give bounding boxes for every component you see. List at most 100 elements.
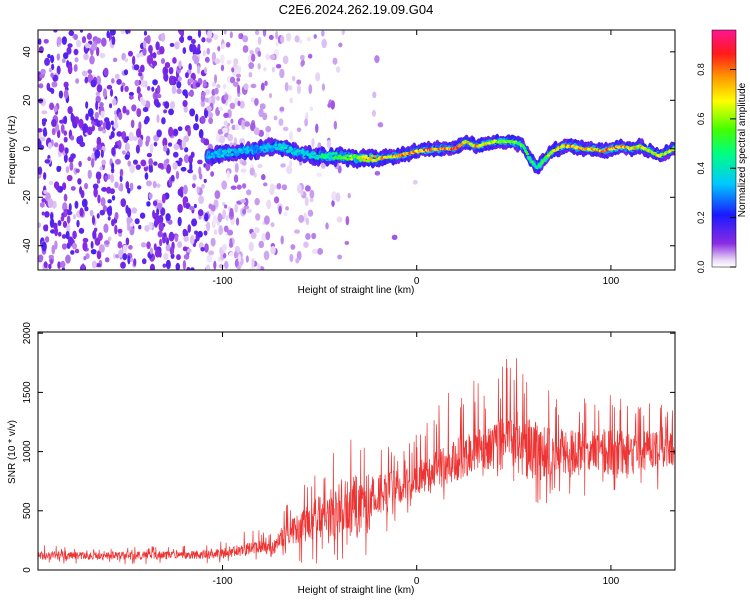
- noise-speckle: [112, 57, 118, 63]
- noise-speckle: [82, 123, 89, 134]
- noise-speckle: [104, 175, 108, 181]
- noise-speckle: [223, 260, 229, 270]
- noise-speckle: [47, 142, 52, 150]
- noise-speckle: [182, 99, 188, 108]
- noise-speckle: [258, 129, 265, 137]
- noise-speckle: [187, 169, 194, 174]
- ridge-core: [255, 147, 260, 151]
- noise-speckle: [174, 41, 180, 50]
- noise-speckle: [311, 248, 318, 255]
- noise-speckle: [345, 215, 350, 226]
- noise-speckle: [85, 101, 89, 109]
- noise-speckle: [210, 237, 216, 247]
- noise-speckle: [60, 260, 66, 268]
- noise-speckle: [65, 254, 71, 264]
- noise-speckle: [229, 238, 233, 245]
- noise-speckle: [124, 85, 129, 93]
- noise-speckle: [259, 266, 265, 270]
- noise-speckle: [159, 238, 163, 247]
- noise-speckle: [205, 162, 211, 172]
- noise-speckle: [194, 113, 199, 123]
- noise-speckle: [100, 197, 106, 207]
- spectrogram-xtick-label: 100: [603, 276, 620, 287]
- ridge-core: [252, 150, 257, 154]
- noise-speckle: [111, 162, 115, 170]
- noise-speckle: [87, 108, 94, 118]
- ridge-core: [220, 154, 225, 158]
- noise-speckle: [335, 66, 341, 73]
- noise-speckle: [86, 32, 92, 40]
- noise-speckle: [204, 110, 208, 119]
- noise-speckle: [290, 244, 296, 250]
- noise-speckle: [65, 230, 70, 240]
- noise-speckle: [170, 174, 175, 182]
- noise-speckle: [48, 181, 54, 186]
- noise-speckle: [189, 108, 196, 117]
- noise-speckle: [281, 184, 288, 191]
- ridge-core: [230, 153, 234, 156]
- noise-speckle: [280, 35, 285, 44]
- ridge-core: [223, 151, 228, 155]
- noise-speckle: [137, 137, 143, 148]
- noise-speckle: [102, 204, 107, 212]
- noise-speckle: [191, 183, 196, 189]
- noise-speckle: [197, 209, 204, 217]
- noise-speckle: [162, 236, 166, 244]
- noise-speckle: [296, 84, 302, 95]
- noise-speckle: [148, 158, 154, 166]
- noise-speckle: [38, 83, 44, 89]
- noise-speckle: [279, 106, 285, 112]
- noise-speckle: [43, 224, 48, 232]
- noise-speckle: [242, 45, 249, 53]
- noise-speckle: [184, 92, 189, 99]
- noise-speckle: [217, 212, 223, 223]
- noise-speckle: [48, 263, 52, 270]
- noise-speckle: [212, 215, 217, 225]
- noise-speckle: [275, 63, 282, 69]
- noise-speckle: [102, 88, 107, 98]
- noise-speckle: [70, 135, 75, 141]
- noise-speckle: [102, 121, 106, 130]
- noise-speckle: [190, 38, 196, 45]
- noise-speckle: [164, 62, 171, 69]
- noise-speckle: [202, 49, 206, 57]
- noise-speckle: [223, 93, 229, 101]
- noise-speckle: [57, 219, 62, 226]
- ridge-core: [227, 150, 231, 154]
- noise-speckle: [111, 146, 116, 156]
- noise-speckle: [200, 100, 206, 108]
- noise-speckle: [221, 180, 228, 190]
- noise-speckle: [128, 131, 134, 142]
- ridge-core: [362, 158, 366, 162]
- noise-speckle: [56, 65, 61, 75]
- noise-speckle: [104, 257, 110, 263]
- noise-speckle: [138, 224, 142, 230]
- noise-speckle: [221, 43, 226, 49]
- noise-speckle: [164, 192, 170, 200]
- noise-speckle: [56, 53, 61, 61]
- noise-speckle: [236, 73, 241, 78]
- noise-speckle: [191, 44, 197, 53]
- noise-speckle: [196, 65, 201, 75]
- noise-speckle: [249, 266, 256, 270]
- ridge-core: [305, 150, 309, 154]
- noise-speckle: [49, 258, 54, 265]
- noise-speckle: [129, 182, 134, 191]
- noise-speckle: [303, 241, 309, 248]
- noise-speckle: [63, 193, 68, 202]
- noise-speckle: [165, 259, 171, 270]
- noise-speckle: [71, 115, 76, 125]
- noise-speckle: [79, 186, 83, 195]
- noise-speckle: [38, 98, 44, 104]
- noise-speckle: [157, 230, 163, 238]
- noise-speckle: [139, 212, 146, 219]
- noise-speckle: [118, 249, 124, 258]
- noise-speckle: [299, 54, 305, 61]
- noise-speckle: [391, 234, 398, 241]
- noise-speckle: [288, 160, 293, 168]
- noise-speckle: [199, 173, 203, 180]
- noise-speckle: [248, 62, 255, 70]
- noise-speckle: [265, 231, 271, 241]
